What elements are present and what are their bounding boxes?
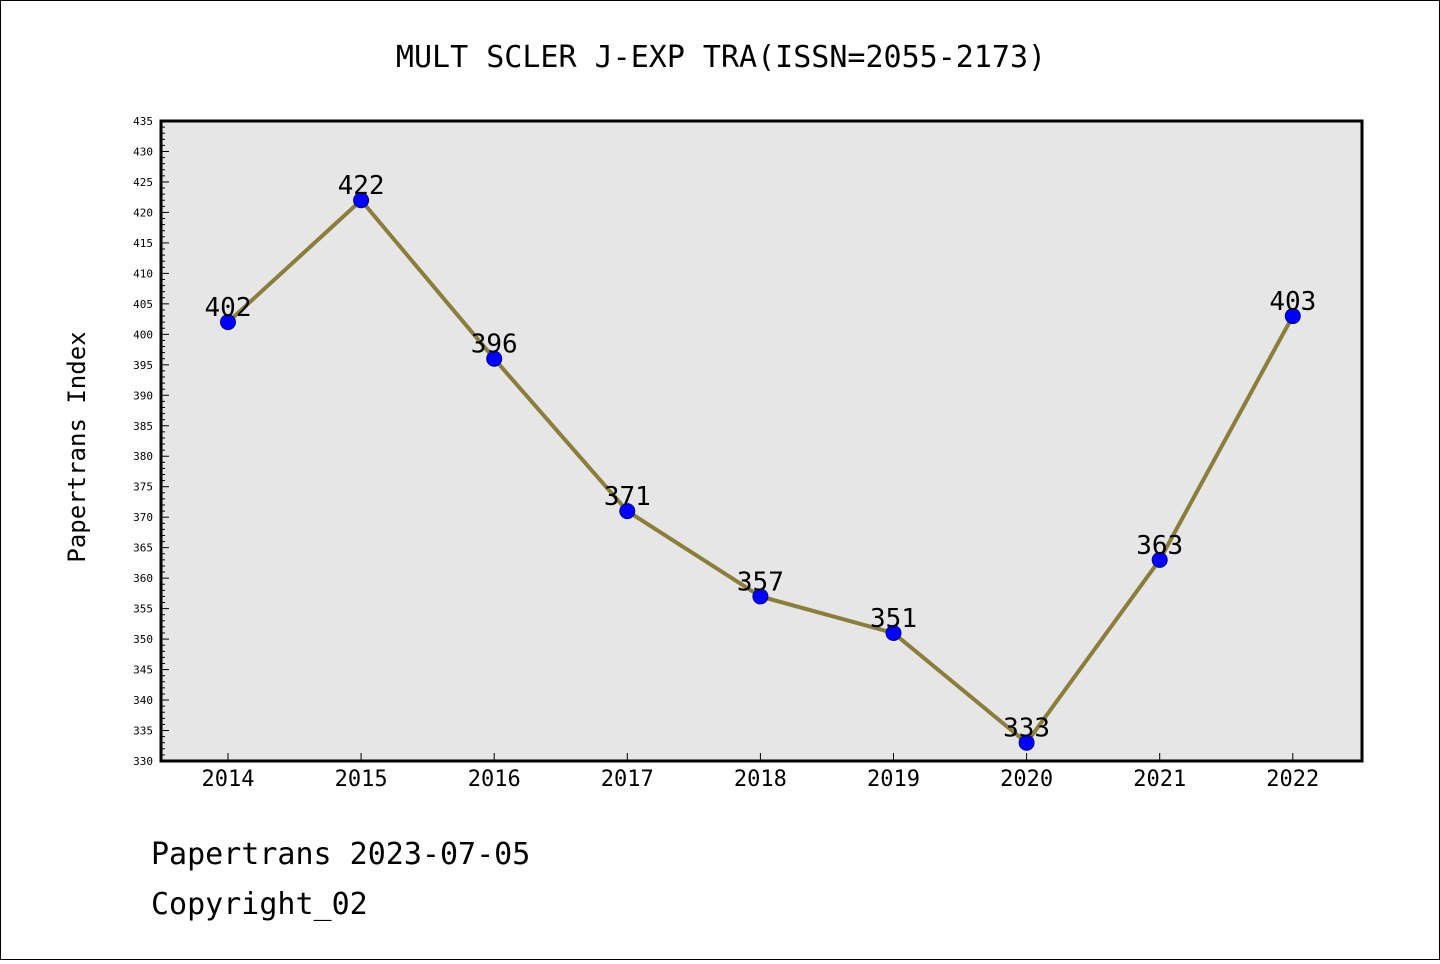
y-tick-label: 375	[133, 481, 153, 494]
data-label-2022: 403	[1269, 287, 1316, 317]
y-tick-label: 430	[133, 145, 153, 158]
y-tick-label: 360	[133, 572, 153, 585]
y-tick-label: 410	[133, 267, 153, 280]
x-tick-label: 2017	[601, 767, 654, 792]
data-point-2016	[486, 350, 503, 367]
data-point-2015	[353, 192, 370, 209]
y-tick-label: 370	[133, 511, 153, 524]
y-tick-label: 405	[133, 298, 153, 311]
y-tick-label: 400	[133, 328, 153, 341]
x-tick-label: 2016	[468, 767, 521, 792]
y-tick-label: 350	[133, 633, 153, 646]
data-label-2018: 357	[737, 567, 784, 597]
data-point-2017	[619, 503, 636, 520]
y-axis-label: Papertrans Index	[63, 331, 91, 562]
data-label-2015: 422	[338, 171, 385, 201]
data-label-2019: 351	[870, 604, 917, 634]
y-tick-label: 420	[133, 206, 153, 219]
x-tick-label: 2018	[734, 767, 787, 792]
y-tick-label: 390	[133, 389, 153, 402]
y-tick-label: 380	[133, 450, 153, 463]
plot-area	[161, 121, 1362, 761]
data-point-2019	[885, 625, 902, 641]
data-label-2020: 333	[1003, 714, 1050, 744]
x-tick-label: 2015	[335, 767, 388, 792]
data-point-2021	[1151, 551, 1168, 568]
y-tick-label: 425	[133, 176, 153, 189]
data-point-2014	[220, 314, 236, 331]
y-tick-label: 395	[133, 359, 153, 372]
data-labels: 402 422 396 371 357 351 333 363 403	[205, 171, 1317, 743]
x-tick-label: 2014	[202, 767, 255, 792]
y-tick-label: 335	[133, 725, 153, 738]
y-tick-label: 365	[133, 542, 153, 555]
x-tick-label: 2022	[1266, 767, 1319, 792]
data-label-2016: 396	[471, 330, 518, 360]
y-tick-label: 435	[133, 115, 153, 128]
y-tick-label: 415	[133, 237, 153, 250]
y-tick-label: 330	[133, 755, 153, 768]
data-label-2014: 402	[205, 293, 252, 323]
plot-border	[159, 119, 1364, 763]
data-point-2022	[1284, 308, 1301, 325]
data-point-2018	[752, 588, 769, 605]
footer-date: Papertrans 2023-07-05	[151, 837, 531, 872]
y-tick-label: 345	[133, 664, 153, 677]
x-tick-label: 2021	[1133, 767, 1186, 792]
data-label-2021: 363	[1136, 531, 1183, 561]
y-tick-label: 385	[133, 420, 153, 433]
data-points	[220, 192, 1301, 751]
y-tick-label: 355	[133, 603, 153, 616]
footer-copyright: Copyright_02	[151, 887, 368, 922]
y-tick-label: 340	[133, 694, 153, 707]
data-point-2020	[1018, 734, 1035, 751]
data-label-2017: 371	[604, 482, 651, 512]
chart-title: MULT SCLER J-EXP TRA(ISSN=2055-2173)	[396, 40, 1046, 75]
x-tick-label: 2019	[867, 767, 920, 792]
x-tick-label: 2020	[1000, 767, 1053, 792]
